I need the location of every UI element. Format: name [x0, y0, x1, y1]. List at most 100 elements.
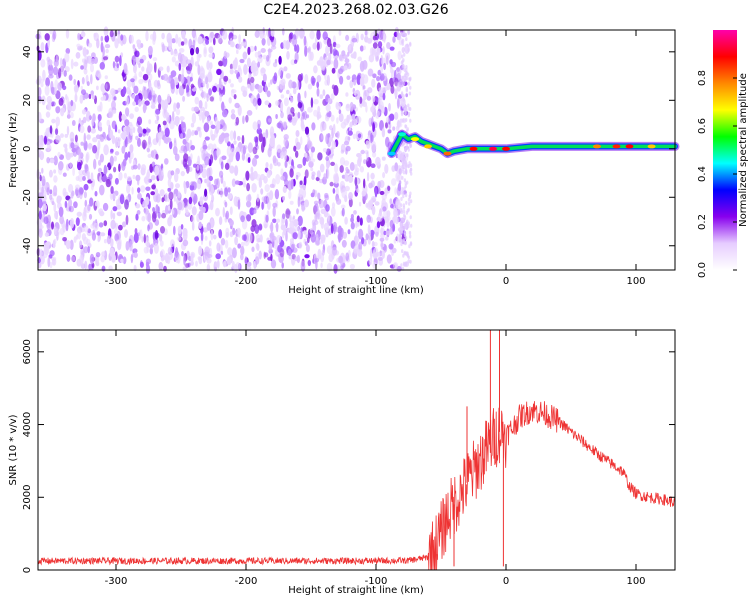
noise-speckle	[95, 134, 101, 140]
noise-speckle	[396, 186, 402, 196]
noise-speckle	[147, 224, 150, 232]
noise-speckle	[74, 184, 81, 190]
noise-speckle	[304, 254, 310, 259]
noise-speckle	[276, 144, 282, 153]
noise-speckle	[283, 137, 288, 147]
noise-speckle	[56, 195, 61, 205]
noise-speckle	[68, 198, 73, 208]
noise-speckle	[345, 166, 349, 172]
noise-speckle	[375, 231, 379, 237]
noise-speckle	[136, 116, 143, 126]
noise-speckle	[315, 259, 318, 270]
noise-speckle	[43, 135, 48, 145]
noise-speckle	[273, 72, 278, 82]
noise-speckle	[279, 151, 285, 160]
noise-speckle	[297, 101, 303, 109]
noise-speckle	[157, 211, 161, 219]
noise-speckle	[150, 150, 155, 158]
noise-speckle	[72, 147, 78, 157]
noise-speckle	[208, 240, 212, 247]
noise-speckle	[396, 66, 402, 75]
noise-speckle	[259, 234, 263, 243]
noise-speckle	[100, 83, 106, 93]
noise-speckle	[130, 151, 134, 160]
noise-speckle	[44, 85, 50, 96]
noise-speckle	[58, 206, 64, 217]
noise-speckle	[52, 258, 57, 266]
noise-speckle	[288, 254, 293, 260]
noise-speckle	[182, 138, 187, 145]
noise-speckle	[325, 204, 330, 212]
noise-speckle	[229, 206, 233, 215]
noise-speckle	[286, 89, 290, 95]
noise-speckle	[402, 225, 406, 231]
noise-speckle	[37, 96, 42, 101]
noise-speckle	[251, 219, 257, 228]
noise-speckle	[267, 147, 272, 158]
noise-speckle	[96, 85, 99, 91]
noise-speckle	[132, 164, 138, 170]
noise-speckle	[62, 187, 67, 197]
noise-speckle	[317, 248, 322, 259]
noise-speckle	[340, 121, 347, 129]
noise-speckle	[404, 111, 407, 115]
noise-speckle	[70, 58, 74, 70]
noise-speckle	[388, 102, 391, 112]
noise-speckle	[77, 173, 84, 182]
noise-speckle	[72, 167, 75, 177]
y-tick-label: 4000	[22, 412, 33, 437]
noise-speckle	[49, 29, 54, 35]
noise-speckle	[368, 229, 371, 237]
noise-speckle	[235, 151, 240, 162]
noise-speckle	[405, 88, 408, 93]
noise-speckle	[232, 34, 238, 40]
noise-speckle	[356, 188, 360, 194]
noise-speckle	[198, 221, 202, 229]
noise-speckle	[44, 232, 50, 237]
noise-speckle	[166, 77, 171, 84]
noise-speckle	[348, 192, 353, 200]
noise-speckle	[230, 147, 235, 158]
noise-speckle	[143, 104, 147, 111]
noise-speckle	[328, 154, 334, 160]
noise-speckle	[393, 239, 397, 244]
noise-speckle	[233, 140, 237, 145]
noise-speckle	[204, 136, 210, 141]
signal-hotspot	[469, 146, 478, 151]
noise-speckle	[144, 237, 150, 247]
noise-speckle	[405, 118, 408, 122]
noise-speckle	[150, 104, 156, 109]
y-tick-label: 20	[22, 94, 33, 107]
noise-speckle	[319, 216, 325, 225]
noise-speckle	[332, 246, 338, 256]
noise-speckle	[48, 133, 52, 138]
noise-speckle	[292, 247, 298, 253]
noise-speckle	[270, 45, 277, 50]
noise-speckle	[326, 167, 330, 179]
noise-speckle	[360, 149, 366, 155]
noise-speckle	[397, 50, 402, 61]
noise-speckle	[142, 128, 147, 134]
noise-speckle	[373, 252, 379, 259]
noise-speckle	[240, 215, 245, 223]
noise-speckle	[376, 55, 379, 62]
noise-speckle	[224, 239, 229, 249]
noise-speckle	[260, 173, 265, 181]
noise-speckle	[248, 232, 253, 243]
noise-speckle	[79, 94, 84, 104]
noise-speckle	[275, 222, 279, 233]
noise-speckle	[185, 59, 191, 65]
noise-speckle	[270, 259, 277, 269]
signal-hotspot	[625, 144, 634, 149]
noise-speckle	[306, 155, 312, 162]
noise-speckle	[102, 94, 106, 101]
noise-speckle	[89, 197, 94, 207]
noise-speckle	[164, 158, 169, 165]
noise-speckle	[244, 256, 248, 266]
noise-speckle	[221, 155, 227, 161]
noise-speckle	[320, 208, 326, 214]
noise-speckle	[347, 51, 350, 57]
noise-speckle	[105, 48, 109, 54]
figure-title: C2E4.2023.268.02.03.G26	[263, 2, 448, 18]
noise-speckle	[408, 201, 411, 206]
